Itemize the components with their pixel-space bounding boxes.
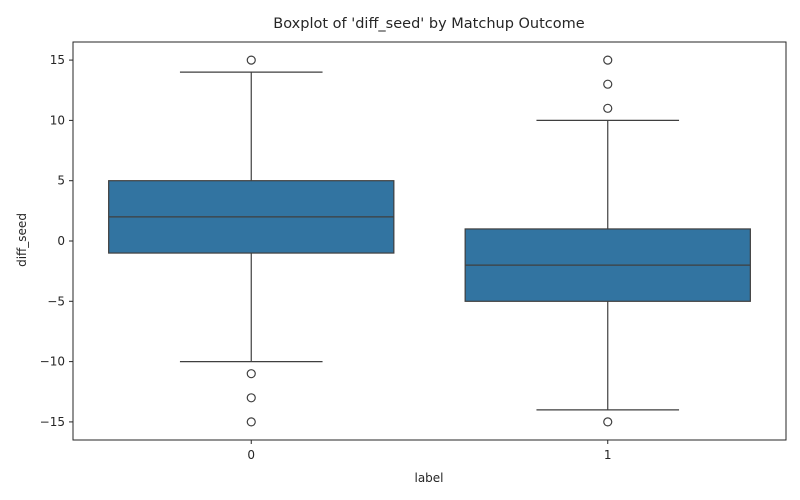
chart-title: Boxplot of 'diff_seed' by Matchup Outcom…: [273, 16, 584, 32]
box-group-1: [464, 55, 751, 427]
x-tick-label: 0: [247, 448, 255, 462]
box-group-0: [108, 55, 395, 427]
y-axis-label: diff_seed: [15, 213, 29, 267]
x-axis-label: label: [414, 471, 443, 485]
outlier-point: [246, 55, 256, 65]
y-tick-label: 15: [50, 53, 65, 67]
y-tick-label: −15: [40, 415, 65, 429]
outlier-point: [246, 369, 256, 379]
outlier-point: [603, 417, 613, 427]
x-tick-label: 1: [604, 448, 612, 462]
outlier-point: [603, 79, 613, 89]
outlier-point: [603, 103, 613, 113]
y-tick-label: 10: [50, 113, 65, 127]
plot-area: [72, 41, 787, 441]
outlier-point: [246, 393, 256, 403]
y-axis: −15 −10 −5 0 5 10 15: [40, 53, 73, 429]
outlier-point: [246, 417, 256, 427]
y-tick-label: −5: [47, 294, 65, 308]
y-tick-label: −10: [40, 355, 65, 369]
y-tick-label: 0: [57, 234, 65, 248]
outlier-point: [603, 55, 613, 65]
y-tick-label: 5: [57, 174, 65, 188]
